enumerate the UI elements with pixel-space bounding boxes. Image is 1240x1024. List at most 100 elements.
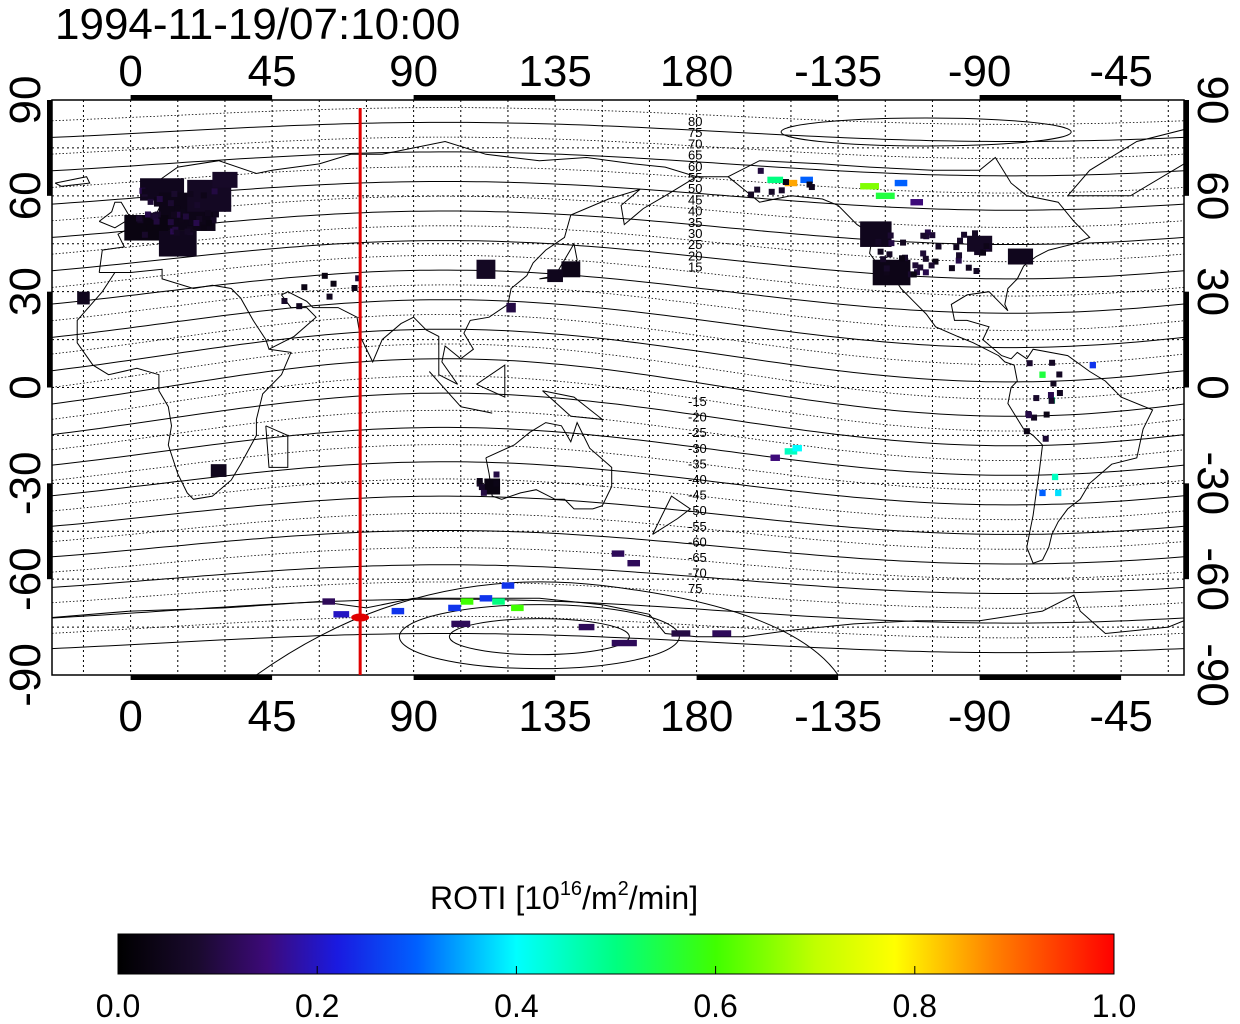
bottom-longitude-tick: 135 bbox=[518, 692, 591, 741]
contour-line bbox=[52, 121, 1184, 142]
roti-observation bbox=[972, 230, 979, 237]
roti-observation bbox=[800, 176, 813, 184]
left-latitude-tick-labels: 90 60 30 0 -30 -60 -90 bbox=[1, 76, 50, 707]
colorbar-label-main: ROTI [10 bbox=[430, 880, 560, 916]
roti-observation bbox=[894, 179, 908, 187]
contour-line bbox=[52, 328, 1184, 383]
left-latitude-tick: 0 bbox=[1, 375, 50, 399]
contour-line bbox=[52, 299, 1184, 349]
frame-edge-bar bbox=[130, 95, 273, 100]
contour-line bbox=[52, 343, 1184, 400]
left-latitude-tick: 90 bbox=[1, 76, 50, 125]
roti-observation bbox=[178, 216, 185, 223]
roti-observation bbox=[957, 237, 964, 244]
roti-observation bbox=[1026, 360, 1033, 367]
colorbar-label-sup2: 2 bbox=[618, 878, 629, 900]
colorbar-tick-label: 0.0 bbox=[96, 988, 140, 1024]
roti-observation bbox=[980, 249, 987, 256]
roti-observation bbox=[448, 604, 461, 612]
roti-observation bbox=[173, 229, 180, 236]
roti-observation bbox=[200, 224, 207, 231]
roti-observation bbox=[501, 582, 515, 589]
roti-observation bbox=[1047, 392, 1054, 399]
frame-edge-bar bbox=[47, 291, 52, 388]
roti-observation bbox=[1051, 473, 1059, 481]
roti-observation bbox=[492, 598, 505, 605]
roti-observation bbox=[480, 489, 487, 496]
roti-observation bbox=[179, 209, 186, 216]
roti-observation bbox=[880, 256, 887, 263]
roti-observation bbox=[671, 630, 691, 637]
right-latitude-tick: -90 bbox=[1188, 643, 1237, 707]
roti-observation bbox=[1007, 248, 1034, 265]
contour-line bbox=[52, 478, 1184, 521]
contour-line bbox=[52, 444, 1184, 491]
roti-observation bbox=[333, 611, 350, 618]
frame-edge-bar bbox=[1184, 291, 1189, 388]
roti-observation bbox=[301, 284, 308, 291]
contour-line bbox=[780, 117, 1072, 147]
contour-label: -35 bbox=[688, 456, 707, 471]
contour-line bbox=[52, 598, 1184, 624]
colorbar-tick-label: 0.4 bbox=[494, 988, 538, 1024]
roti-observation bbox=[187, 191, 194, 198]
roti-observation bbox=[784, 448, 798, 455]
roti-observation bbox=[204, 210, 211, 217]
roti-observation bbox=[141, 188, 148, 195]
left-latitude-tick: -30 bbox=[1, 452, 50, 516]
roti-observation bbox=[561, 261, 581, 278]
roti-observation bbox=[210, 464, 227, 477]
coastline bbox=[54, 176, 91, 187]
roti-observation bbox=[627, 560, 641, 567]
right-latitude-tick: 90 bbox=[1188, 76, 1237, 125]
roti-observation bbox=[778, 187, 785, 194]
contour-line bbox=[52, 581, 1184, 609]
roti-observation bbox=[611, 639, 637, 647]
roti-observation bbox=[886, 251, 893, 258]
contour-label: 40 bbox=[688, 204, 702, 219]
roti-observation bbox=[1049, 359, 1056, 366]
roti-observation bbox=[1039, 371, 1046, 378]
roti-observation bbox=[141, 231, 148, 238]
roti-observation bbox=[910, 199, 924, 206]
roti-observation bbox=[156, 196, 163, 203]
contour-line bbox=[52, 254, 1184, 297]
roti-observation bbox=[808, 184, 815, 191]
roti-observation bbox=[1089, 361, 1096, 369]
roti-observation bbox=[174, 211, 181, 218]
roti-observation bbox=[182, 213, 189, 220]
left-latitude-tick: -90 bbox=[1, 643, 50, 707]
bottom-longitude-tick: 90 bbox=[389, 692, 438, 741]
contour-label: 65 bbox=[688, 148, 702, 163]
top-longitude-tick: 180 bbox=[660, 47, 733, 96]
top-longitude-tick: 90 bbox=[389, 47, 438, 96]
contour-line bbox=[52, 136, 1184, 160]
coastline bbox=[98, 201, 132, 229]
roti-observation bbox=[920, 232, 927, 239]
roti-observation bbox=[922, 255, 929, 262]
colorbar-label-end: /min] bbox=[629, 880, 698, 916]
contour-label: 15 bbox=[688, 260, 702, 275]
contour-line bbox=[256, 581, 839, 675]
roti-observation bbox=[953, 244, 960, 251]
frame-edge-bar bbox=[47, 100, 52, 196]
contour-label: 60 bbox=[688, 159, 702, 174]
roti-observation bbox=[153, 218, 160, 225]
roti-observation bbox=[973, 268, 980, 275]
coastline bbox=[99, 176, 697, 385]
contour-line bbox=[52, 358, 1184, 417]
roti-observation bbox=[1043, 411, 1050, 418]
roti-observation bbox=[212, 171, 238, 188]
contour-label: -50 bbox=[688, 503, 707, 518]
roti-observations bbox=[77, 167, 1096, 647]
contour-label: -15 bbox=[688, 394, 707, 409]
coastline bbox=[52, 594, 1184, 638]
contour-labels: 8075706560555045403530252015-15-20-25-30… bbox=[688, 114, 707, 596]
coastline bbox=[476, 364, 506, 398]
magnetic-latitude-contours bbox=[52, 107, 1184, 675]
bottom-longitude-tick: 45 bbox=[248, 692, 297, 741]
roti-observation bbox=[211, 188, 218, 195]
contour-line bbox=[52, 166, 1184, 194]
contour-label: 70 bbox=[688, 136, 702, 151]
